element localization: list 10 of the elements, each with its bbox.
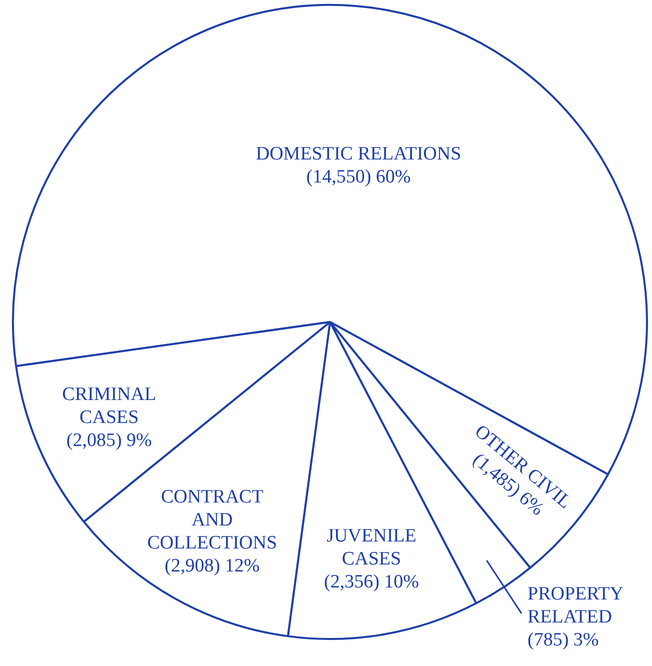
slice-label: DOMESTIC RELATIONS xyxy=(256,144,462,165)
data-label: (2,085) 9% xyxy=(66,430,152,452)
slice-label: CONTRACT AND COLLECTIONS xyxy=(147,486,278,554)
slice-label: PROPERTY RELATED xyxy=(528,583,624,628)
slice-label: CRIMINAL CASES xyxy=(62,384,156,428)
data-label: (14,550) 60% xyxy=(306,166,411,188)
data-label: (785) 3% xyxy=(528,629,599,650)
data-label: (2,356) 10% xyxy=(324,571,420,592)
data-label: (2,908) 12% xyxy=(164,556,260,577)
slice-label: JUVENILE CASES xyxy=(326,525,416,570)
